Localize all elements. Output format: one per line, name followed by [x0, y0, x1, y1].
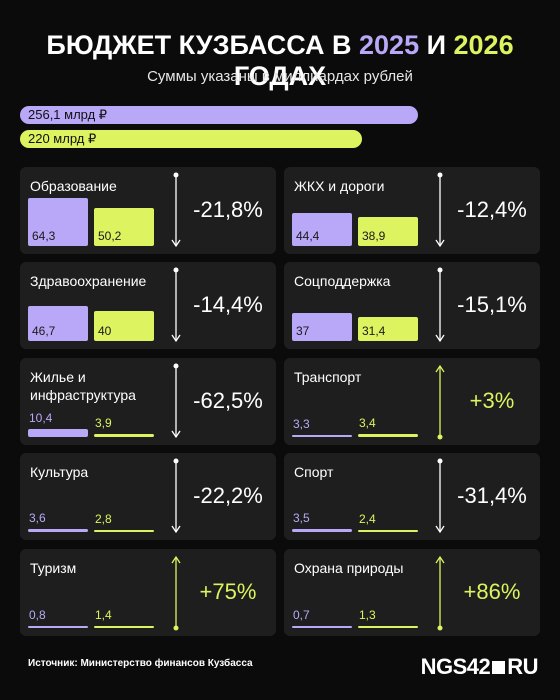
category-title: ЖКХ и дороги [294, 178, 385, 194]
change-arrow [435, 267, 445, 343]
bar [358, 626, 418, 628]
bar [94, 311, 154, 341]
bar [94, 208, 154, 246]
change-arrow [171, 363, 181, 439]
change-arrow [171, 555, 181, 631]
subtitle: Суммы указаны в миллиардах рублей [147, 68, 413, 85]
category-title: Образование [30, 178, 117, 194]
change-label: -14,4% [193, 292, 263, 317]
bar [94, 529, 154, 532]
change-label: -62,5% [193, 388, 263, 413]
bar-label: 38,9 [362, 229, 386, 243]
bar [28, 197, 88, 246]
logo-suffix: RU [507, 654, 538, 679]
bar-label: 37 [296, 324, 310, 338]
bar [28, 626, 88, 628]
title-part: ГОДАХ [233, 61, 327, 91]
category-title: Здравоохранение [30, 273, 147, 289]
logo-main: NGS42 [420, 654, 491, 679]
bar-label: 2,8 [95, 511, 112, 526]
category-card: Соцподдержка 37 31,4 -15,1% [284, 262, 540, 349]
change-label: +3% [469, 388, 515, 413]
bar-label: 3,3 [293, 416, 310, 431]
title-part: И [419, 30, 454, 60]
bar-label: 2,4 [359, 512, 376, 526]
category-card: Транспорт 3,3 3,4 +3% [284, 358, 540, 445]
bar [292, 313, 352, 341]
bar-label: 64,3 [32, 229, 56, 243]
bar-label: 1,3 [359, 608, 376, 622]
change-arrow [435, 555, 445, 631]
bar [28, 305, 88, 341]
category-title: Жилье и инфраструктура [30, 369, 136, 403]
category-card: Жилье и инфраструктура 10,4 3,9 -62,5% [20, 358, 276, 445]
logo-square [492, 661, 506, 674]
bar [94, 434, 154, 437]
bar-label: 40 [98, 324, 112, 338]
bar-label: 0,7 [293, 608, 310, 622]
bar-label: 3,9 [95, 416, 112, 431]
category-card: Туризм 0,8 1,4 +75% [20, 549, 276, 636]
change-label: -22,2% [193, 483, 263, 508]
logo: NGS42 RU [420, 654, 539, 680]
bar-label: 3,4 [359, 416, 376, 431]
category-card: ЖКХ и дороги 44,4 38,9 -12,4% [284, 167, 540, 254]
category-card: Культура 3,6 2,8 -22,2% [20, 453, 276, 540]
category-title: Соцподдержка [294, 273, 391, 289]
category-title: Транспорт [294, 369, 362, 385]
bar-label: 31,4 [362, 324, 386, 338]
bar [358, 434, 418, 437]
category-title: Охрана природы [294, 560, 404, 576]
change-arrow [435, 364, 445, 440]
title: БЮДЖЕТ КУЗБАССА В 2025 И 2026 ГОДАХ [0, 30, 560, 92]
change-label: -31,4% [457, 483, 527, 508]
change-arrow [171, 458, 181, 534]
change-label: -15,1% [457, 292, 527, 317]
bar [358, 530, 418, 532]
title-part: БЮДЖЕТ КУЗБАССА В [46, 30, 360, 60]
category-card: Образование 64,3 50,2 -21,8% [20, 167, 276, 254]
bar [292, 434, 352, 437]
bar [292, 626, 352, 628]
bar [94, 626, 154, 628]
category-title: Спорт [294, 464, 334, 480]
change-label: +86% [463, 579, 521, 604]
total-bar: 220 млрд ₽ [20, 130, 362, 148]
bar [358, 317, 418, 341]
change-label: -21,8% [193, 197, 263, 222]
bar-label: 46,7 [32, 324, 56, 338]
change-arrow [171, 172, 181, 248]
bar-label: 44,4 [296, 229, 320, 243]
title-part: 2025 [359, 30, 420, 60]
bar-label: 1,4 [95, 608, 112, 622]
source: Источник: Министерство финансов Кузбасса [28, 658, 253, 669]
change-arrow [171, 267, 181, 343]
title-part: 2026 [453, 30, 514, 60]
bar [28, 529, 88, 532]
bar-label: 0,8 [29, 608, 46, 622]
category-card: Здравоохранение 46,7 40 -14,4% [20, 262, 276, 349]
bar-label: 50,2 [98, 229, 122, 243]
change-label: -12,4% [457, 197, 527, 222]
bar [292, 529, 352, 532]
bar [292, 212, 352, 246]
change-arrow [435, 172, 445, 248]
bar [358, 216, 418, 246]
change-arrow [435, 458, 445, 534]
category-title: Культура [30, 464, 89, 480]
bar [28, 429, 88, 437]
category-card: Охрана природы 0,7 1,3 +86% [284, 549, 540, 636]
category-card: Спорт 3,5 2,4 -31,4% [284, 453, 540, 540]
bar-label: 10,4 [29, 411, 53, 426]
bar-label: 3,6 [29, 511, 46, 526]
bar-label: 3,5 [293, 511, 310, 526]
change-label: +75% [199, 579, 257, 604]
category-title: Туризм [30, 560, 77, 576]
total-bar: 256,1 млрд ₽ [20, 106, 418, 124]
